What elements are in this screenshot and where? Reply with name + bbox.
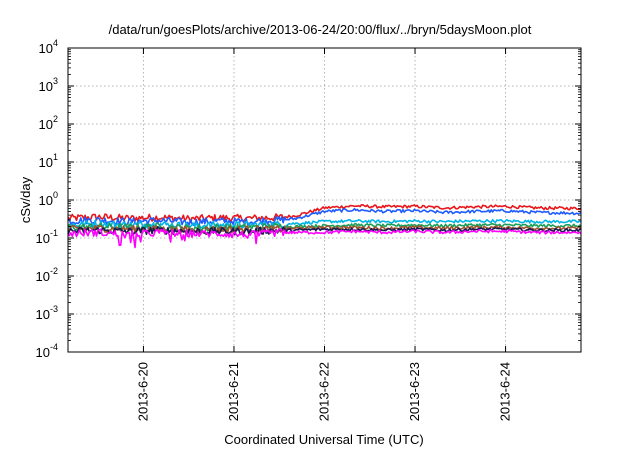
y-tick-label: 10-1 bbox=[36, 228, 58, 246]
series-line bbox=[67, 228, 582, 249]
x-tick-label: 2013-6-24 bbox=[498, 362, 513, 421]
series-line bbox=[67, 218, 582, 230]
x-tick-label: 2013-6-21 bbox=[226, 362, 241, 421]
series-group bbox=[67, 204, 582, 249]
y-tick-label: 101 bbox=[39, 152, 58, 170]
chart-title: /data/run/goesPlots/archive/2013-06-24/2… bbox=[109, 22, 532, 37]
series-line bbox=[67, 226, 582, 236]
x-tick-label: 2013-6-20 bbox=[135, 362, 150, 421]
series-line bbox=[67, 207, 582, 227]
y-axis: 10-4 10-3 10-2 10-1 100 101 102 103 104 bbox=[36, 38, 581, 360]
grid bbox=[68, 48, 581, 352]
y-axis-label: cSv/day bbox=[18, 176, 33, 223]
x-tick-label: 2013-6-22 bbox=[317, 362, 332, 421]
y-tick-label: 10-3 bbox=[36, 304, 58, 322]
x-axis-label: Coordinated Universal Time (UTC) bbox=[224, 432, 423, 447]
x-axis: 2013-6-20 2013-6-21 2013-6-22 2013-6-23 2013… bbox=[135, 48, 513, 421]
y-tick-label: 104 bbox=[39, 38, 58, 56]
y-tick-label: 10-2 bbox=[36, 266, 58, 284]
y-tick-label: 103 bbox=[39, 76, 58, 94]
y-tick-label: 10-4 bbox=[36, 342, 58, 360]
x-tick-label: 2013-6-23 bbox=[407, 362, 422, 421]
y-tick-label: 102 bbox=[39, 114, 58, 132]
y-tick-label: 100 bbox=[39, 190, 58, 208]
